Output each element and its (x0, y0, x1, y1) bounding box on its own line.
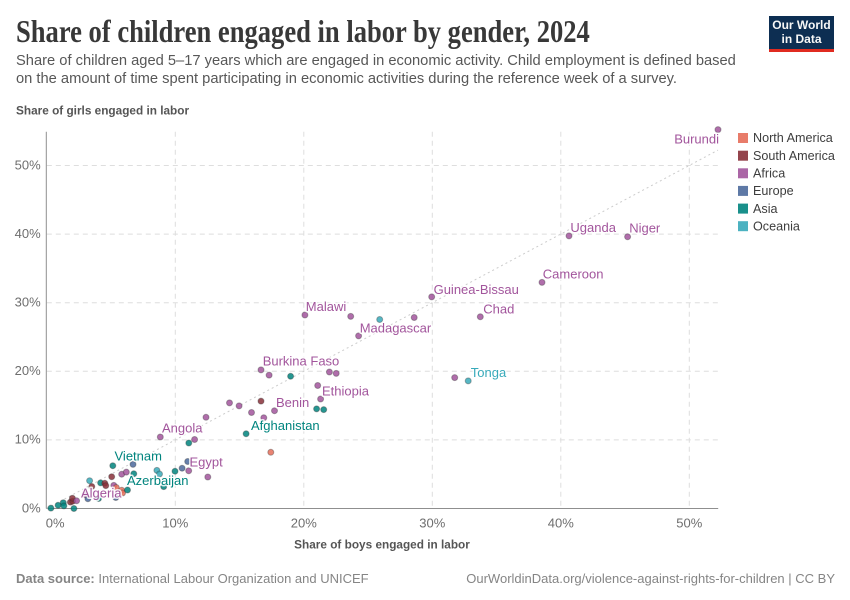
svg-text:Vietnam: Vietnam (115, 449, 162, 464)
svg-text:Madagascar: Madagascar (360, 320, 432, 335)
svg-text:20%: 20% (291, 516, 317, 531)
svg-text:North America: North America (753, 131, 833, 145)
svg-text:Share of boys engaged in labor: Share of boys engaged in labor (294, 538, 470, 552)
svg-text:South America: South America (753, 149, 835, 163)
svg-text:50%: 50% (15, 157, 41, 172)
svg-text:Afghanistan: Afghanistan (251, 418, 320, 433)
svg-text:Chad: Chad (483, 301, 514, 316)
svg-text:Cameroon: Cameroon (543, 266, 604, 281)
svg-text:Asia: Asia (753, 202, 778, 216)
svg-text:Egypt: Egypt (190, 455, 224, 470)
svg-text:30%: 30% (15, 295, 41, 310)
svg-text:Tonga: Tonga (471, 365, 507, 380)
svg-text:Uganda: Uganda (570, 220, 616, 235)
svg-text:Algeria: Algeria (81, 485, 122, 500)
svg-text:40%: 40% (548, 516, 574, 531)
svg-text:20%: 20% (15, 363, 41, 378)
svg-text:Benin: Benin (276, 395, 309, 410)
svg-text:Burundi: Burundi (674, 132, 719, 147)
svg-text:Burkina Faso: Burkina Faso (263, 354, 340, 369)
svg-text:Malawi: Malawi (306, 299, 347, 314)
svg-text:Angola: Angola (162, 420, 203, 435)
svg-text:0%: 0% (46, 516, 65, 531)
svg-text:Niger: Niger (629, 220, 661, 235)
svg-text:Azerbaijan: Azerbaijan (127, 473, 188, 488)
svg-text:30%: 30% (419, 516, 445, 531)
svg-text:0%: 0% (22, 500, 41, 515)
svg-text:Ethiopia: Ethiopia (322, 383, 370, 398)
svg-text:50%: 50% (676, 516, 702, 531)
svg-text:Guinea-Bissau: Guinea-Bissau (434, 282, 519, 297)
svg-text:40%: 40% (15, 226, 41, 241)
svg-text:Europe: Europe (753, 184, 794, 198)
svg-text:Share of girls engaged in labo: Share of girls engaged in labor (16, 104, 189, 118)
svg-text:Oceania: Oceania (753, 219, 800, 233)
svg-text:Africa: Africa (753, 167, 785, 181)
svg-text:10%: 10% (15, 432, 41, 447)
svg-text:10%: 10% (162, 516, 188, 531)
